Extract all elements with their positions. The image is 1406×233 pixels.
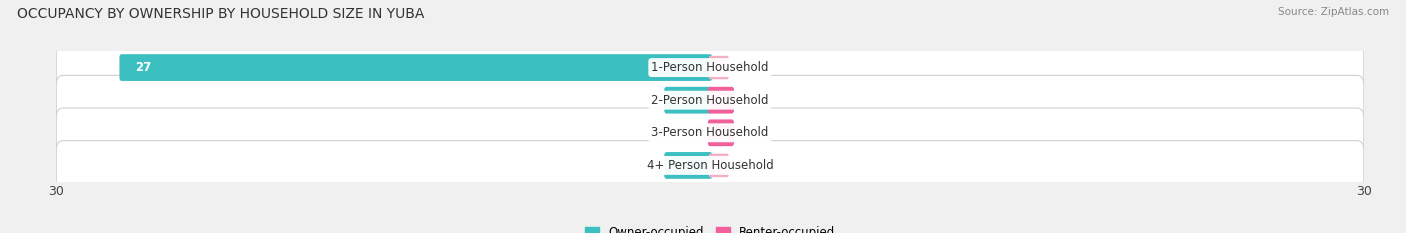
FancyBboxPatch shape [707, 87, 734, 113]
FancyBboxPatch shape [56, 75, 1364, 125]
Text: 0: 0 [737, 61, 744, 74]
FancyBboxPatch shape [709, 56, 728, 79]
Legend: Owner-occupied, Renter-occupied: Owner-occupied, Renter-occupied [579, 221, 841, 233]
FancyBboxPatch shape [709, 154, 728, 177]
FancyBboxPatch shape [56, 108, 1364, 158]
Text: 3-Person Household: 3-Person Household [651, 126, 769, 139]
Text: 1: 1 [741, 94, 748, 107]
Text: OCCUPANCY BY OWNERSHIP BY HOUSEHOLD SIZE IN YUBA: OCCUPANCY BY OWNERSHIP BY HOUSEHOLD SIZE… [17, 7, 425, 21]
FancyBboxPatch shape [664, 87, 713, 113]
Text: 1: 1 [741, 126, 748, 139]
FancyBboxPatch shape [664, 152, 713, 179]
FancyBboxPatch shape [56, 43, 1364, 92]
FancyBboxPatch shape [120, 54, 713, 81]
Text: 4+ Person Household: 4+ Person Household [647, 159, 773, 172]
Text: 27: 27 [135, 61, 150, 74]
FancyBboxPatch shape [56, 141, 1364, 190]
Text: 1-Person Household: 1-Person Household [651, 61, 769, 74]
Text: 2-Person Household: 2-Person Household [651, 94, 769, 107]
Text: 0: 0 [693, 126, 702, 139]
Text: 2: 2 [679, 159, 688, 172]
Text: 0: 0 [737, 159, 744, 172]
FancyBboxPatch shape [707, 120, 734, 146]
Text: 2: 2 [679, 94, 688, 107]
Text: Source: ZipAtlas.com: Source: ZipAtlas.com [1278, 7, 1389, 17]
